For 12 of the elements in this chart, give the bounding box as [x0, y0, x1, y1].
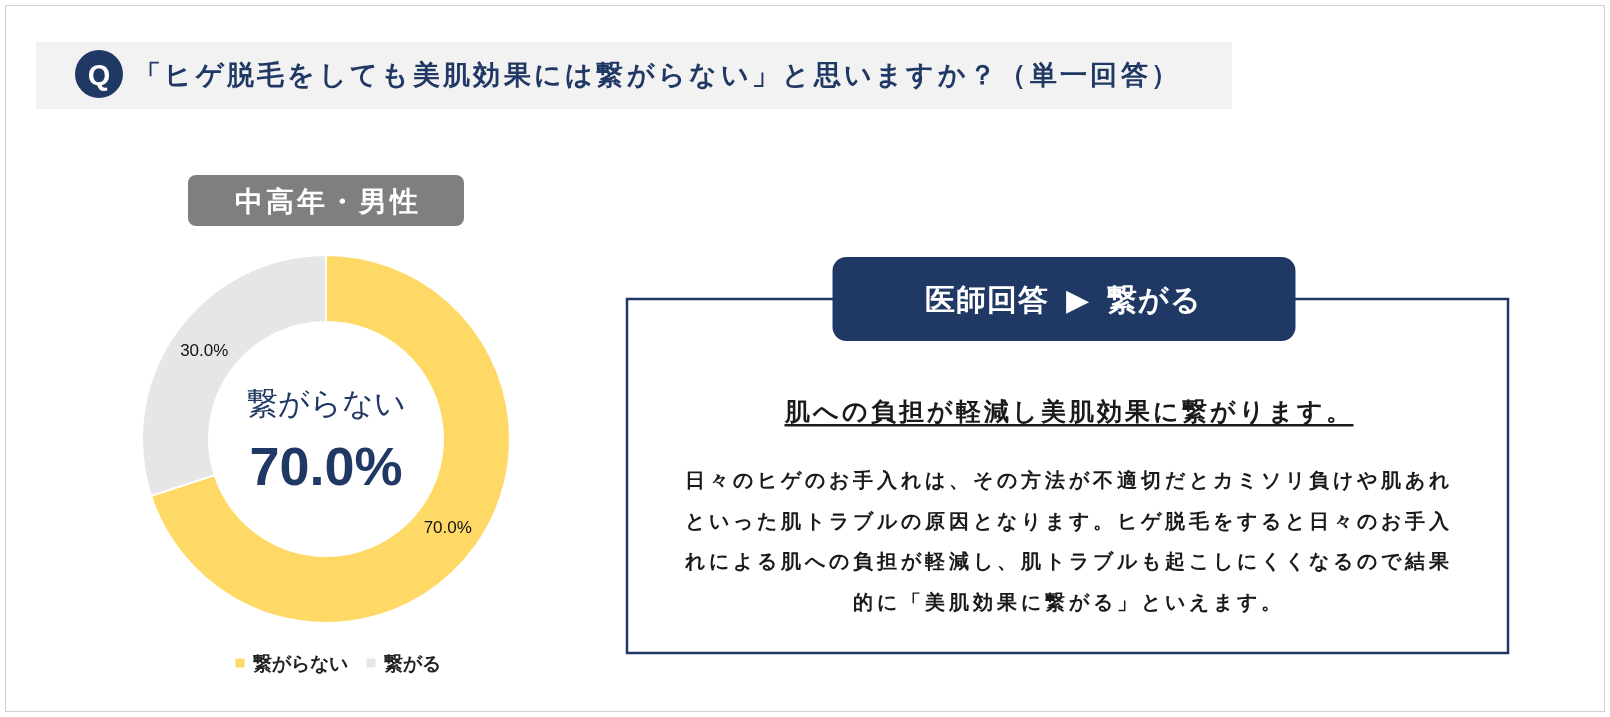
text: 70.0% [249, 436, 403, 496]
text: 「ヒゲ脱毛をしても美肌効果には繋がらない」と思いますか？（単一回答） [134, 60, 1182, 90]
text: 肌への負担が軽減し美肌効果に繋がります。 [783, 397, 1354, 426]
text: 日々のヒゲのお手入れは、その方法が不適切だとカミソリ負けや肌あれといった肌トラブルの原因となります。ヒゲ脱毛をすると日々のお手入れによる肌への負担が軽減し、肌トラブルも起こしにくくなるので結果的に「美肌効果に繋がる」といえます。 [683, 468, 1454, 615]
data-label: 30.0% [180, 341, 229, 361]
text: 医師回答 ▶ 繋がる [924, 282, 1203, 316]
text: 繋がらない [246, 385, 406, 421]
data-label: 70.0% [423, 517, 472, 537]
legend-label: 繋がる [383, 652, 441, 674]
chart-subtitle: 中高年・男性 [234, 185, 421, 217]
text: Q [87, 59, 111, 91]
legend-label: 繋がらない [252, 652, 348, 674]
